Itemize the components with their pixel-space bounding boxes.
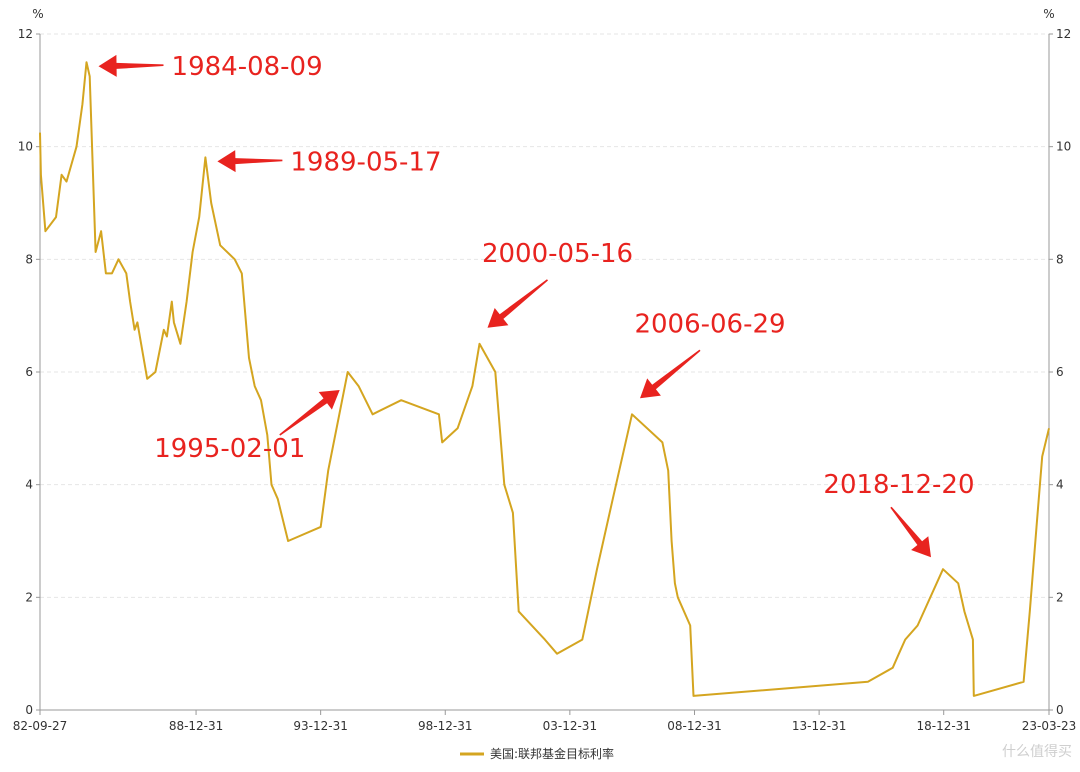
watermark-text: 什么值得买 xyxy=(1002,743,1072,760)
y-tick-label-left: 0 xyxy=(25,703,33,717)
annotation-arrow xyxy=(640,349,701,399)
annotation-label: 2006-06-29 xyxy=(634,309,785,339)
y-unit-left: % xyxy=(32,7,43,21)
x-tick-label: 82-09-27 xyxy=(13,719,67,733)
x-tick-label: 93-12-31 xyxy=(293,719,347,733)
y-tick-label-right: 0 xyxy=(1056,703,1064,717)
legend-label: 美国:联邦基金目标利率 xyxy=(490,746,614,761)
annotation-arrow xyxy=(487,279,548,328)
legend: 美国:联邦基金目标利率 xyxy=(460,746,614,761)
x-tick-label: 98-12-31 xyxy=(418,719,472,733)
y-tick-label-right: 4 xyxy=(1056,478,1064,492)
annotation-label: 2000-05-16 xyxy=(482,239,633,269)
series-layer xyxy=(39,61,1050,697)
annotation-arrow xyxy=(890,506,931,558)
y-tick-label-left: 12 xyxy=(18,27,33,41)
y-tick-label-right: 8 xyxy=(1056,252,1064,266)
annotation-arrow xyxy=(98,54,164,77)
x-tick-label: 18-12-31 xyxy=(916,719,970,733)
x-tick-label: 88-12-31 xyxy=(169,719,223,733)
y-tick-label-left: 4 xyxy=(25,478,33,492)
y-tick-label-right: 10 xyxy=(1056,140,1071,154)
x-tick-label: 08-12-31 xyxy=(667,719,721,733)
gridlines xyxy=(40,33,1049,598)
annotation-arrow xyxy=(217,150,283,173)
x-tick-label: 13-12-31 xyxy=(792,719,846,733)
y-tick-label-right: 2 xyxy=(1056,590,1064,604)
watermark: 什么值得买 xyxy=(1002,743,1072,760)
annotation-label: 2018-12-20 xyxy=(823,470,974,500)
y-tick-label-left: 10 xyxy=(18,140,33,154)
y-tick-label-right: 12 xyxy=(1056,27,1071,41)
annotation-arrow xyxy=(279,390,340,436)
y-tick-label-left: 6 xyxy=(25,365,33,379)
y-unit-right: % xyxy=(1043,7,1054,21)
series-line xyxy=(39,61,1050,697)
x-tick-label: 03-12-31 xyxy=(543,719,597,733)
x-tick-label: 23-03-23 xyxy=(1022,719,1076,733)
y-tick-label-left: 8 xyxy=(25,252,33,266)
axes: 0 0 2 2 4 4 6 6 8 8 10 10 12 12% % 82-09-27 88-12-31 93-1… xyxy=(13,7,1076,733)
annotation-label: 1989-05-17 xyxy=(290,147,441,177)
annotations: 1984-08-09 1989-05-17 1995-02-01 2000-05-16… xyxy=(98,52,975,558)
annotation-label: 1984-08-09 xyxy=(172,52,323,82)
y-tick-label-left: 2 xyxy=(25,590,33,604)
annotation-label: 1995-02-01 xyxy=(154,434,305,464)
y-tick-label-right: 6 xyxy=(1056,365,1064,379)
